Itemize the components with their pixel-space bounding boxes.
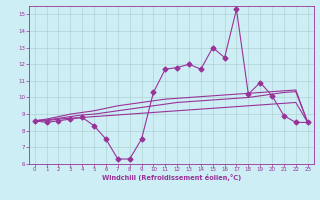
X-axis label: Windchill (Refroidissement éolien,°C): Windchill (Refroidissement éolien,°C) [101, 174, 241, 181]
